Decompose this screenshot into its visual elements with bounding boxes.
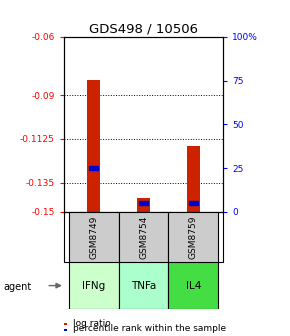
- Bar: [69, 262, 119, 309]
- Bar: [189, 201, 198, 205]
- Bar: [88, 80, 100, 212]
- Text: GSM8759: GSM8759: [189, 215, 198, 259]
- Bar: [168, 212, 218, 262]
- Bar: [139, 201, 148, 205]
- Text: TNFa: TNFa: [131, 281, 156, 291]
- Text: GSM8754: GSM8754: [139, 215, 148, 259]
- Text: agent: agent: [3, 282, 31, 292]
- Bar: [119, 212, 168, 262]
- Bar: [119, 262, 168, 309]
- Text: log ratio: log ratio: [73, 319, 111, 328]
- Bar: [168, 262, 218, 309]
- Text: IFNg: IFNg: [82, 281, 105, 291]
- Bar: [89, 166, 98, 170]
- Text: GSM8749: GSM8749: [89, 215, 98, 259]
- Bar: [187, 146, 200, 212]
- Title: GDS498 / 10506: GDS498 / 10506: [89, 23, 198, 36]
- Text: IL4: IL4: [186, 281, 201, 291]
- Text: percentile rank within the sample: percentile rank within the sample: [73, 325, 226, 333]
- Bar: [69, 212, 119, 262]
- Bar: [137, 198, 150, 212]
